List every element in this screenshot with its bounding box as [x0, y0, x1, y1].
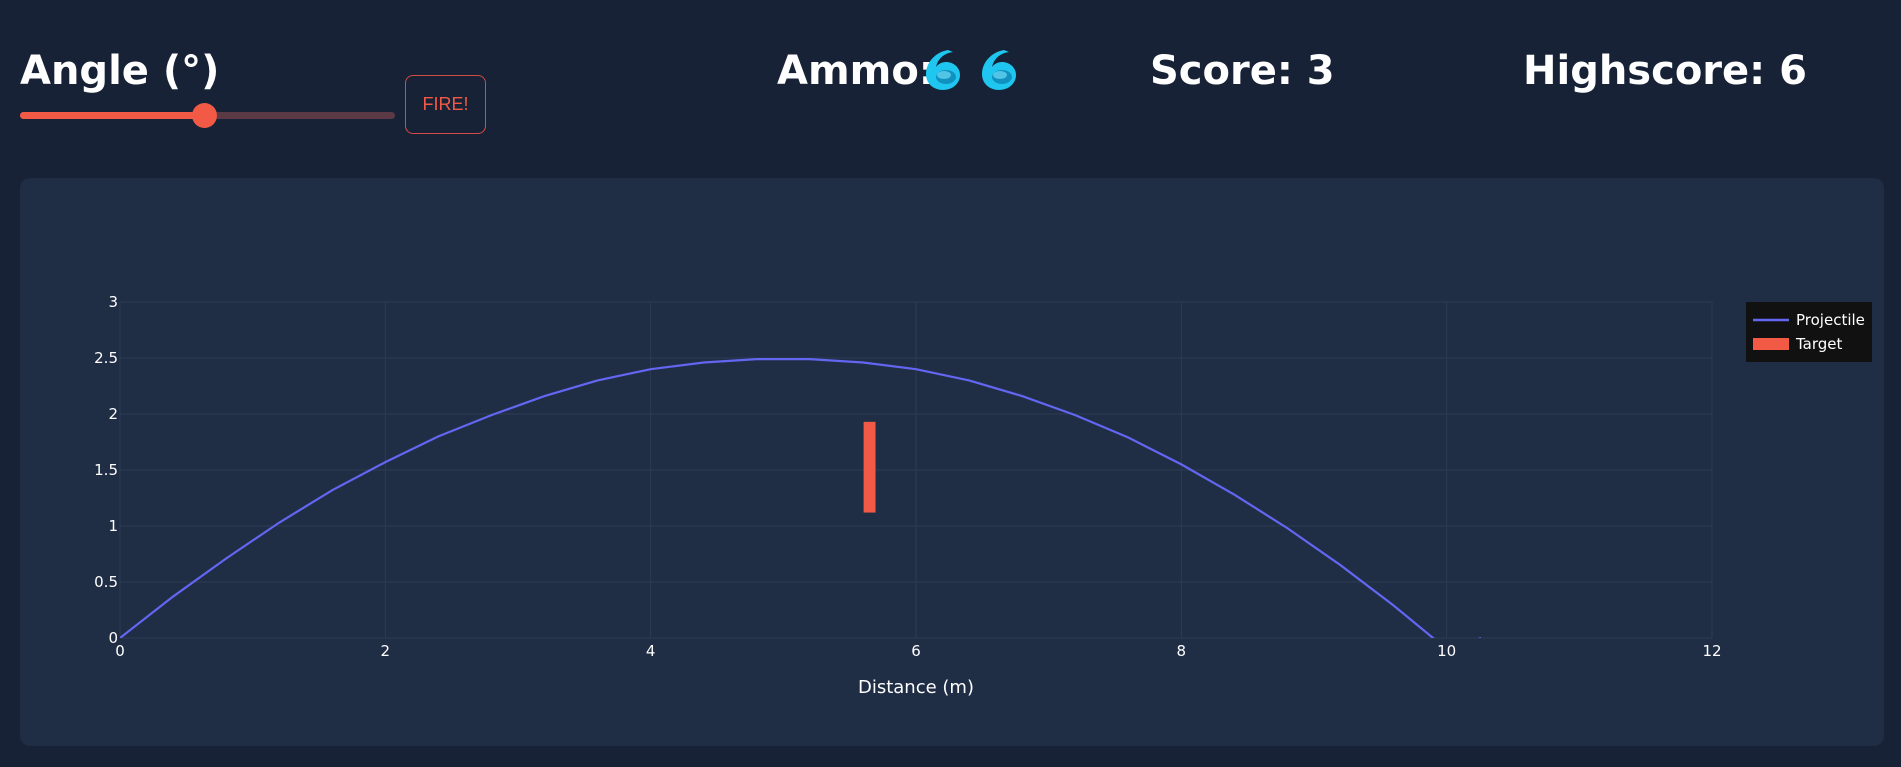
- legend-box: [1746, 302, 1872, 362]
- x-tick-label: 10: [1437, 642, 1456, 660]
- y-tick-label: 1: [108, 517, 118, 535]
- projectile-line: [120, 358, 1482, 638]
- angle-slider-thumb[interactable]: [191, 103, 217, 128]
- score-label: Score: 3: [1150, 48, 1335, 94]
- ammo-icons: [920, 48, 1018, 96]
- trajectory-chart: 0 2 4 6 8 10 12 0 0.5 1 1.5 2 2.5 3 Distance (m) Projec…: [94, 293, 1872, 698]
- target-bar: [863, 421, 876, 513]
- ammo-label: Ammo:: [777, 48, 935, 94]
- y-tick-label: 2.5: [94, 349, 118, 367]
- x-tick-label: 0: [115, 642, 125, 660]
- fire-button[interactable]: FIRE!: [405, 75, 486, 134]
- y-tick-label: 2: [108, 405, 118, 423]
- blue-disc-icon: [920, 48, 962, 97]
- blue-disc-icon: [976, 48, 1018, 97]
- y-tick-label: 0: [108, 629, 118, 647]
- angle-label: Angle (°): [20, 48, 220, 94]
- y-tick-label: 0.5: [94, 573, 118, 591]
- x-tick-label: 2: [381, 642, 391, 660]
- legend-target-label: Target: [1795, 335, 1843, 353]
- x-axis-title: Distance (m): [858, 677, 974, 698]
- legend-projectile-label: Projectile: [1796, 311, 1865, 329]
- angle-slider-fill: [20, 112, 204, 119]
- chart-legend: Projectile Target: [1746, 302, 1872, 362]
- highscore-label: Highscore: 6: [1523, 48, 1807, 94]
- y-tick-label: 3: [108, 293, 118, 311]
- angle-slider[interactable]: [20, 103, 395, 128]
- x-tick-label: 4: [646, 642, 656, 660]
- trajectory-chart-panel: 0 2 4 6 8 10 12 0 0.5 1 1.5 2 2.5 3 Distance (m) Projec…: [20, 178, 1884, 746]
- y-tick-label: 1.5: [94, 461, 118, 479]
- x-tick-label: 8: [1177, 642, 1187, 660]
- x-tick-label: 6: [911, 642, 921, 660]
- legend-target-swatch: [1753, 338, 1789, 350]
- x-tick-label: 12: [1702, 642, 1721, 660]
